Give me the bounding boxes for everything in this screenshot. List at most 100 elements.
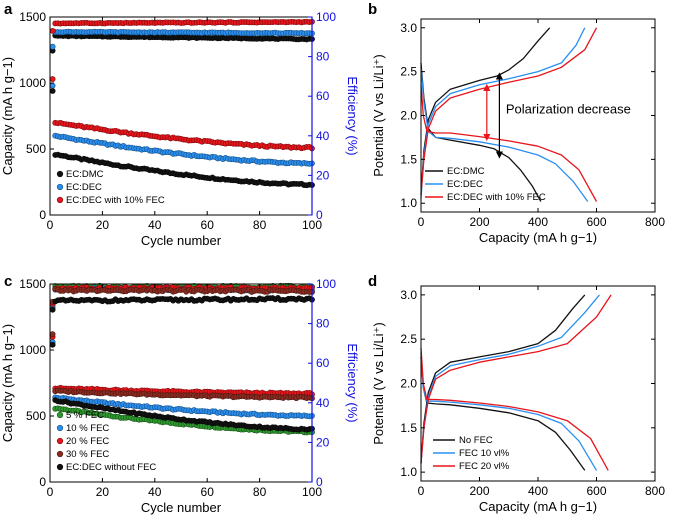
panel-b-voltage-chart: 0 200 400 600 800 1.0 1.5 2.0 2.5 3.0 Capacity (mA… — [371, 18, 665, 245]
legend-marker — [56, 183, 64, 191]
x-axis-title: Cycle number — [141, 500, 222, 515]
legend-label: No FEC — [459, 435, 493, 446]
x-tick-label: 200 — [469, 215, 489, 229]
legend-marker — [56, 196, 64, 204]
legend-label: EC:DMC — [447, 166, 485, 177]
panel-label-c: c — [4, 273, 12, 290]
y-tick-label: 1.5 — [400, 421, 417, 435]
capacity-point — [49, 331, 56, 338]
legend-label: EC:DMC — [66, 169, 104, 180]
discharge-curve — [420, 84, 598, 202]
x-axis-title: Capacity (mA h g−1) — [479, 499, 597, 514]
panel-label-a: a — [4, 1, 13, 18]
efficiency-point — [49, 27, 56, 34]
y-axis-title: Potential (V vs Li/Li⁺) — [371, 54, 386, 176]
y-tick-label: 3.0 — [400, 288, 417, 302]
y2-tick-label: 20 — [316, 168, 330, 182]
panel-c-cycling-chart: 0 20 40 60 80 100050010001500020406080100Cycl… — [0, 277, 360, 515]
y-tick-label: 2.5 — [400, 65, 417, 79]
series-ec-dec-without-fec — [49, 295, 315, 433]
discharge-curve — [420, 347, 609, 471]
y-tick-label: 500 — [26, 409, 46, 423]
x-tick-label: 0 — [47, 485, 54, 499]
x-tick-label: 800 — [645, 215, 665, 229]
y2-tick-label: 0 — [316, 208, 323, 222]
capacity-point — [49, 88, 56, 94]
y-axis-title: Potential (V vs Li/Li⁺) — [371, 322, 386, 444]
legend-marker — [56, 450, 64, 458]
charge-curve — [420, 294, 612, 464]
y2-tick-label: 80 — [316, 50, 330, 64]
legend-label: EC:DEC with 10% FEC — [447, 192, 546, 203]
legend-label: EC:DEC with 10% FEC — [66, 195, 165, 206]
x-tick-label: 100 — [302, 218, 322, 232]
x-tick-label: 80 — [253, 218, 267, 232]
x-tick-label: 600 — [586, 484, 606, 498]
series-ec-dec — [49, 28, 315, 167]
y-axis-title: Capacity (mA h g−1) — [0, 57, 15, 175]
plot-frame — [420, 285, 656, 482]
x-tick-label: 400 — [528, 484, 548, 498]
x-tick-label: 0 — [418, 484, 425, 498]
legend-label: FEC 10 vl% — [459, 448, 510, 459]
x-tick-label: 200 — [469, 484, 489, 498]
y2-tick-label: 80 — [316, 317, 330, 331]
series-ec-dmc — [49, 32, 315, 189]
legend-label: EC:DEC — [447, 179, 483, 190]
legend-label: 5 % FEC — [66, 410, 104, 421]
charge-curve — [420, 27, 598, 195]
capacity-point — [49, 341, 56, 348]
legend-marker — [56, 463, 64, 471]
legend-marker — [56, 411, 64, 419]
y2-tick-label: 0 — [316, 475, 323, 489]
x-tick-label: 40 — [148, 218, 162, 232]
y-tick-label: 0 — [39, 208, 46, 222]
series-30-fec — [49, 286, 315, 402]
x-tick-label: 20 — [96, 218, 110, 232]
x-tick-label: 40 — [148, 485, 162, 499]
legend-label: 10 % FEC — [66, 423, 109, 434]
legend-marker — [56, 424, 64, 432]
efficiency-point — [49, 43, 56, 50]
capacity-point — [49, 82, 56, 89]
panel-label-b: b — [368, 1, 377, 18]
x-tick-label: 400 — [528, 215, 548, 229]
y-axis-title: Capacity (mA h g−1) — [0, 324, 15, 442]
y2-tick-label: 60 — [316, 89, 330, 103]
x-tick-label: 80 — [253, 485, 267, 499]
y-tick-label: 2.0 — [400, 109, 417, 123]
legend-label: EC:DEC without FEC — [66, 462, 156, 473]
x-axis-title: Capacity (mA h g−1) — [479, 230, 597, 245]
y-tick-label: 3.0 — [400, 21, 417, 35]
legend-label: FEC 20 vl% — [459, 461, 510, 472]
series-ec-dec-with-10-fec — [49, 18, 315, 152]
legend-label: 30 % FEC — [66, 449, 109, 460]
x-tick-label: 60 — [201, 218, 215, 232]
y2-tick-label: 20 — [316, 435, 330, 449]
y2-tick-label: 100 — [316, 10, 336, 24]
y-tick-label: 1500 — [19, 10, 46, 24]
legend-label: 20 % FEC — [66, 436, 109, 447]
y-tick-label: 1.5 — [400, 152, 417, 166]
charge-curve — [420, 294, 600, 464]
legend-marker — [56, 437, 64, 445]
efficiency-point — [49, 306, 56, 313]
annotation-polarization: Polarization decrease — [506, 102, 631, 117]
panel-d-voltage-chart: 0 200 400 600 800 1.0 1.5 2.0 2.5 3.0 Capacity (mA… — [371, 285, 665, 514]
y2-tick-label: 40 — [316, 129, 330, 143]
discharge-curve — [420, 67, 589, 202]
y-tick-label: 1500 — [19, 277, 46, 291]
x-tick-label: 800 — [645, 484, 665, 498]
capacity-point — [49, 76, 56, 82]
legend-label: EC:DEC — [66, 182, 102, 193]
y-tick-label: 0 — [39, 475, 46, 489]
x-tick-label: 100 — [302, 485, 322, 499]
y2-tick-label: 100 — [316, 277, 336, 291]
x-tick-label: 60 — [201, 485, 215, 499]
y-tick-label: 2.5 — [400, 332, 417, 346]
y2-tick-label: 40 — [316, 396, 330, 410]
y-tick-label: 500 — [26, 142, 46, 156]
panel-a-cycling-chart: 0 20 40 60 80 100050010001500020406080100Cycl… — [0, 10, 360, 248]
legend-marker — [56, 170, 64, 178]
